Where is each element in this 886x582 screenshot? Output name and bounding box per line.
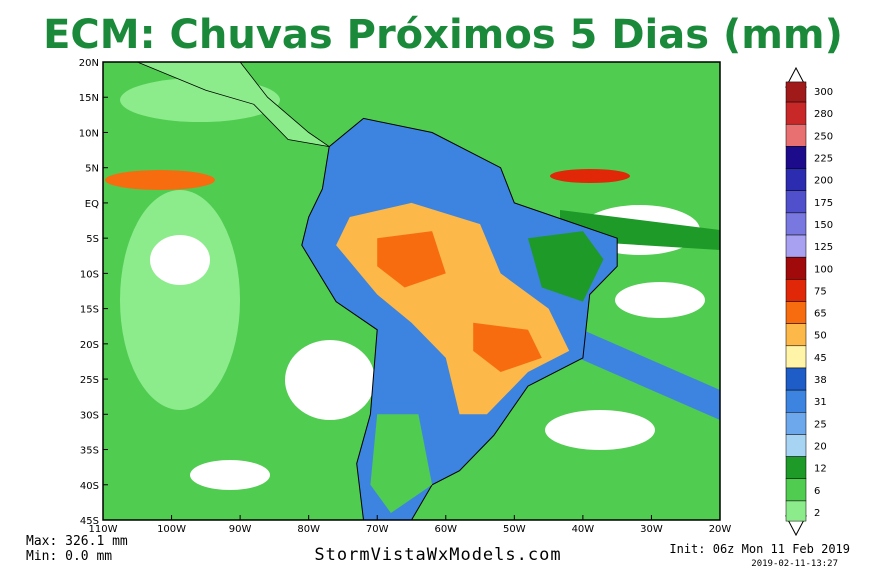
lon-label: 80W [297,524,320,535]
dry-interior [528,231,604,302]
lat-label: 10N [79,128,99,139]
lat-label: 30S [80,410,99,421]
lat-label: 15S [80,305,99,316]
colorbar-swatch [785,301,807,324]
min-label: Min: 0.0 mm [26,549,112,564]
lat-label: 35S [80,446,99,457]
colorbar-label: 100 [814,264,833,275]
map: 20N15N10N5NEQ5S10S15S20S25S30S35S40S45S1… [79,58,732,535]
dry-area [285,340,375,420]
lat-label: 10S [80,269,99,280]
dry-area [545,410,655,450]
dry-area [615,282,705,318]
colorbar-swatch [785,478,807,502]
colorbar-swatch [785,456,807,480]
colorbar-label: 75 [814,286,827,297]
colorbar-swatch [785,212,807,236]
colorbar-label: 65 [814,309,827,320]
colorbar: 3002802502252001751501251007565504538312… [785,66,833,537]
rain-field [120,190,240,410]
heavy-rain [105,170,215,190]
lat-label: 25S [80,375,99,386]
colorbar-label: 175 [814,198,833,209]
lat-label: 15N [79,93,99,104]
lon-label: 30W [640,524,663,535]
max-label: Max: 326.1 mm [26,534,128,549]
colorbar-label: 38 [814,375,827,386]
colorbar-swatch [785,500,807,522]
colorbar-swatch [785,101,807,125]
lat-label: 20S [80,340,99,351]
dry-south [370,414,433,513]
colorbar-label: 125 [814,242,833,253]
colorbar-swatch [785,434,807,457]
lat-label: 45S [80,516,99,527]
lon-label: 110W [89,524,118,535]
lon-label: 70W [366,524,389,535]
colorbar-swatch [785,345,807,369]
colorbar-label: 31 [814,397,827,408]
colorbar-swatch [785,279,807,302]
colorbar-swatch [785,234,807,258]
colorbar-label: 50 [814,331,827,342]
colorbar-label: 300 [814,87,833,98]
colorbar-swatch [785,256,807,280]
colorbar-label: 200 [814,176,833,187]
dry-area [150,235,210,285]
lon-label: 50W [503,524,526,535]
colorbar-label: 280 [814,109,833,120]
colorbar-swatch [785,389,807,413]
lon-label: 20W [709,524,732,535]
colorbar-swatch [785,367,807,391]
heavy-rain-core [377,231,446,288]
lon-label: 40W [572,524,595,535]
heavy-rain-core [473,322,542,372]
colorbar-label: 20 [814,442,827,453]
lat-label: 20N [79,58,99,69]
central-america [136,62,330,147]
map-frame [102,61,721,521]
lat-label: 5N [85,164,99,175]
colorbar-label: 250 [814,131,833,142]
heavy-rain [550,169,630,183]
colorbar-label: 25 [814,419,827,430]
lon-label: 60W [434,524,457,535]
colorbar-label: 12 [814,464,827,475]
colorbar-swatch [785,81,807,103]
colorbar-label: 2 [814,508,820,519]
lon-label: 100W [157,524,186,535]
stamp-label: 2019-02-11-13:27 [751,559,838,569]
lon-label: 90W [229,524,252,535]
colorbar-label: 150 [814,220,833,231]
map-body [103,62,720,520]
colorbar-label: 45 [814,353,827,364]
dry-area [190,460,270,490]
title: ECM: Chuvas Próximos 5 Dias (mm) [43,12,843,58]
colorbar-label: 225 [814,153,833,164]
colorbar-swatch [785,190,807,214]
init-label: Init: 06z Mon 11 Feb 2019 [669,542,850,556]
colorbar-swatch [785,323,807,347]
colorbar-swatch [785,168,807,191]
colorbar-label: 6 [814,486,820,497]
colorbar-swatch [785,123,807,147]
lat-label: 40S [80,481,99,492]
site-label: StormVistaWxModels.com [314,545,561,565]
lat-label: 5S [86,234,99,245]
colorbar-swatch [785,412,807,435]
colorbar-swatch [785,146,807,169]
rain-band [560,320,720,420]
lat-label: EQ [85,199,99,210]
